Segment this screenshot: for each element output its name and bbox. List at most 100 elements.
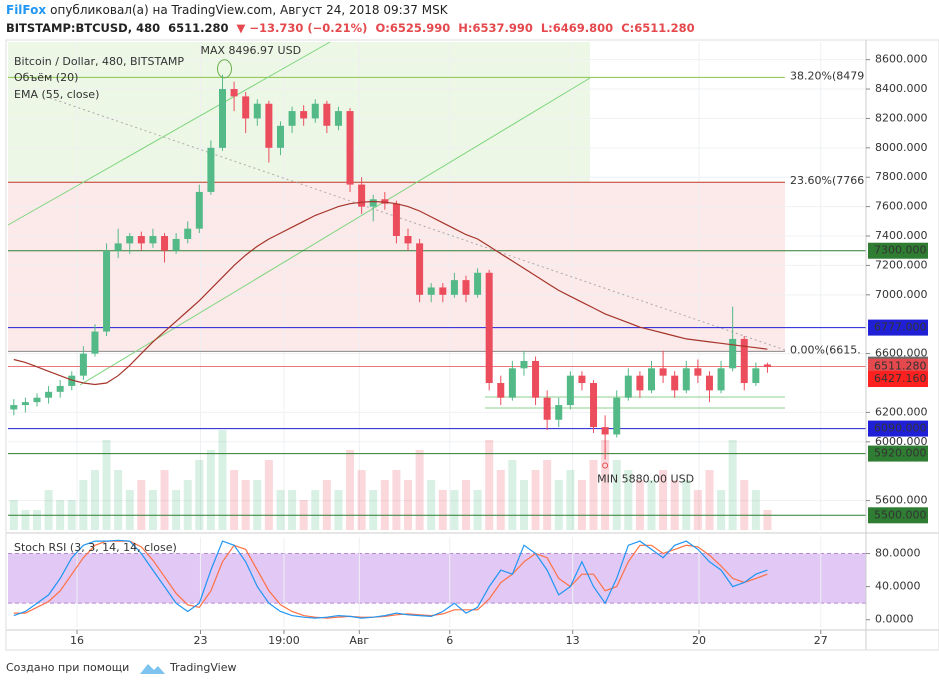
legend-entry: EMA (55, close) bbox=[14, 88, 99, 101]
candle-body bbox=[439, 287, 447, 295]
author[interactable]: FilFox bbox=[6, 3, 47, 17]
level-price-label-text: 6777.000 bbox=[874, 321, 927, 334]
volume-bar bbox=[218, 430, 227, 530]
volume-bar bbox=[624, 470, 633, 530]
candle-body bbox=[346, 111, 354, 185]
volume-bar bbox=[427, 480, 436, 530]
level-price-label-text: 7300.000 bbox=[874, 244, 927, 257]
volume-bar bbox=[206, 450, 215, 530]
candle-body bbox=[555, 405, 563, 420]
volume-bar bbox=[496, 470, 505, 530]
level-price-label bbox=[868, 242, 928, 259]
volume-bar bbox=[589, 460, 598, 530]
candle-body bbox=[462, 280, 470, 295]
volume-bar bbox=[90, 470, 99, 530]
candle-body bbox=[103, 250, 111, 332]
y-tick-label: 6200.000 bbox=[875, 405, 928, 418]
legend-entry: Bitcoin / Dollar, 480, BITSTAMP bbox=[14, 55, 184, 68]
candle-body bbox=[671, 375, 679, 391]
candle-body bbox=[474, 272, 482, 295]
symbol: BITSTAMP:BTCUSD, 480 bbox=[6, 21, 161, 35]
candle-body bbox=[358, 184, 366, 207]
y-tick-label: 6600.000 bbox=[875, 347, 928, 360]
price-label-text: 6511.280 bbox=[874, 360, 927, 373]
x-tick-label: 19:00 bbox=[268, 634, 300, 647]
x-tick-label: 13 bbox=[566, 634, 580, 647]
volume-bar bbox=[531, 470, 540, 530]
volume-bar bbox=[195, 460, 204, 530]
candle-body bbox=[10, 405, 18, 410]
channel-line bbox=[79, 77, 591, 386]
candle-body bbox=[253, 103, 261, 119]
candle-body bbox=[184, 228, 192, 239]
volume-bar bbox=[508, 460, 517, 530]
quote-line: BITSTAMP:BTCUSD, 480 6511.280 ▼ −13.730 … bbox=[6, 21, 699, 35]
high: H:6537.990 bbox=[458, 21, 533, 35]
volume-bar bbox=[461, 480, 470, 530]
volume-bar bbox=[346, 450, 355, 530]
candle-body bbox=[149, 236, 157, 244]
volume-bar bbox=[659, 470, 668, 530]
last: 6511.280 bbox=[168, 21, 229, 35]
candle-body bbox=[694, 368, 702, 376]
candle-body bbox=[717, 368, 725, 391]
x-tick-label: Авг bbox=[349, 634, 369, 647]
candle-body bbox=[613, 397, 621, 435]
candle-body bbox=[230, 89, 238, 97]
candle-body bbox=[381, 199, 389, 204]
volume-bar bbox=[415, 450, 424, 530]
min-marker bbox=[602, 462, 609, 469]
candle-body bbox=[659, 368, 667, 376]
level-price-label bbox=[868, 319, 928, 336]
volume-bar bbox=[230, 470, 239, 530]
header: FilFox опубликовал(а) на TradingView.com,… bbox=[6, 3, 452, 17]
candle-body bbox=[137, 236, 145, 244]
y-tick-label: 7200.000 bbox=[875, 258, 928, 271]
candle-body bbox=[601, 427, 609, 435]
volume-bar bbox=[334, 490, 343, 530]
candle-body bbox=[427, 287, 435, 295]
volume-bar bbox=[380, 480, 389, 530]
candle-body bbox=[219, 89, 226, 148]
volume-bar bbox=[450, 490, 459, 530]
footer-brand[interactable]: TradingView bbox=[169, 661, 236, 674]
candle-body bbox=[624, 375, 632, 398]
candle-body bbox=[508, 368, 516, 398]
volume-bar bbox=[357, 470, 366, 530]
volume-bar bbox=[554, 480, 563, 530]
x-tick-label: 23 bbox=[193, 634, 207, 647]
volume-bar bbox=[612, 460, 621, 530]
volume-bar bbox=[102, 440, 111, 530]
price-label bbox=[868, 371, 928, 388]
volume-bar bbox=[114, 470, 123, 530]
candle-body bbox=[91, 331, 99, 354]
fib-label: 38.20%(8479 bbox=[790, 69, 864, 82]
y-tick-label: 7600.000 bbox=[875, 200, 928, 213]
level-price-label-text: 5500.000 bbox=[874, 508, 927, 521]
volume-bar bbox=[160, 470, 169, 530]
volume-bar bbox=[322, 480, 331, 530]
volume-bar bbox=[717, 490, 726, 530]
candle-body bbox=[729, 338, 737, 369]
y-tick-label: 7800.000 bbox=[875, 170, 928, 183]
brand-logo bbox=[140, 664, 165, 674]
candle-body bbox=[288, 111, 296, 126]
fib-label: 0.00%(6615. bbox=[790, 343, 861, 356]
y-tick-label: 40.0000 bbox=[875, 580, 921, 593]
volume-bar bbox=[44, 490, 53, 530]
candle-body bbox=[114, 243, 122, 251]
candle-body bbox=[636, 375, 644, 391]
x-tick-label: 6 bbox=[446, 634, 453, 647]
volume-bar bbox=[693, 490, 702, 530]
volume-bar bbox=[670, 480, 679, 530]
volume-bar bbox=[728, 440, 737, 530]
volume-bar bbox=[740, 480, 749, 530]
volume-bar bbox=[148, 490, 157, 530]
change: ▼ −13.730 (−0.21%) bbox=[236, 21, 368, 35]
volume-bar bbox=[751, 490, 760, 530]
volume-bar bbox=[601, 440, 610, 530]
candle-body bbox=[416, 243, 424, 295]
candle-body bbox=[242, 96, 250, 119]
candle-body bbox=[648, 368, 655, 391]
candle-body bbox=[485, 272, 493, 384]
